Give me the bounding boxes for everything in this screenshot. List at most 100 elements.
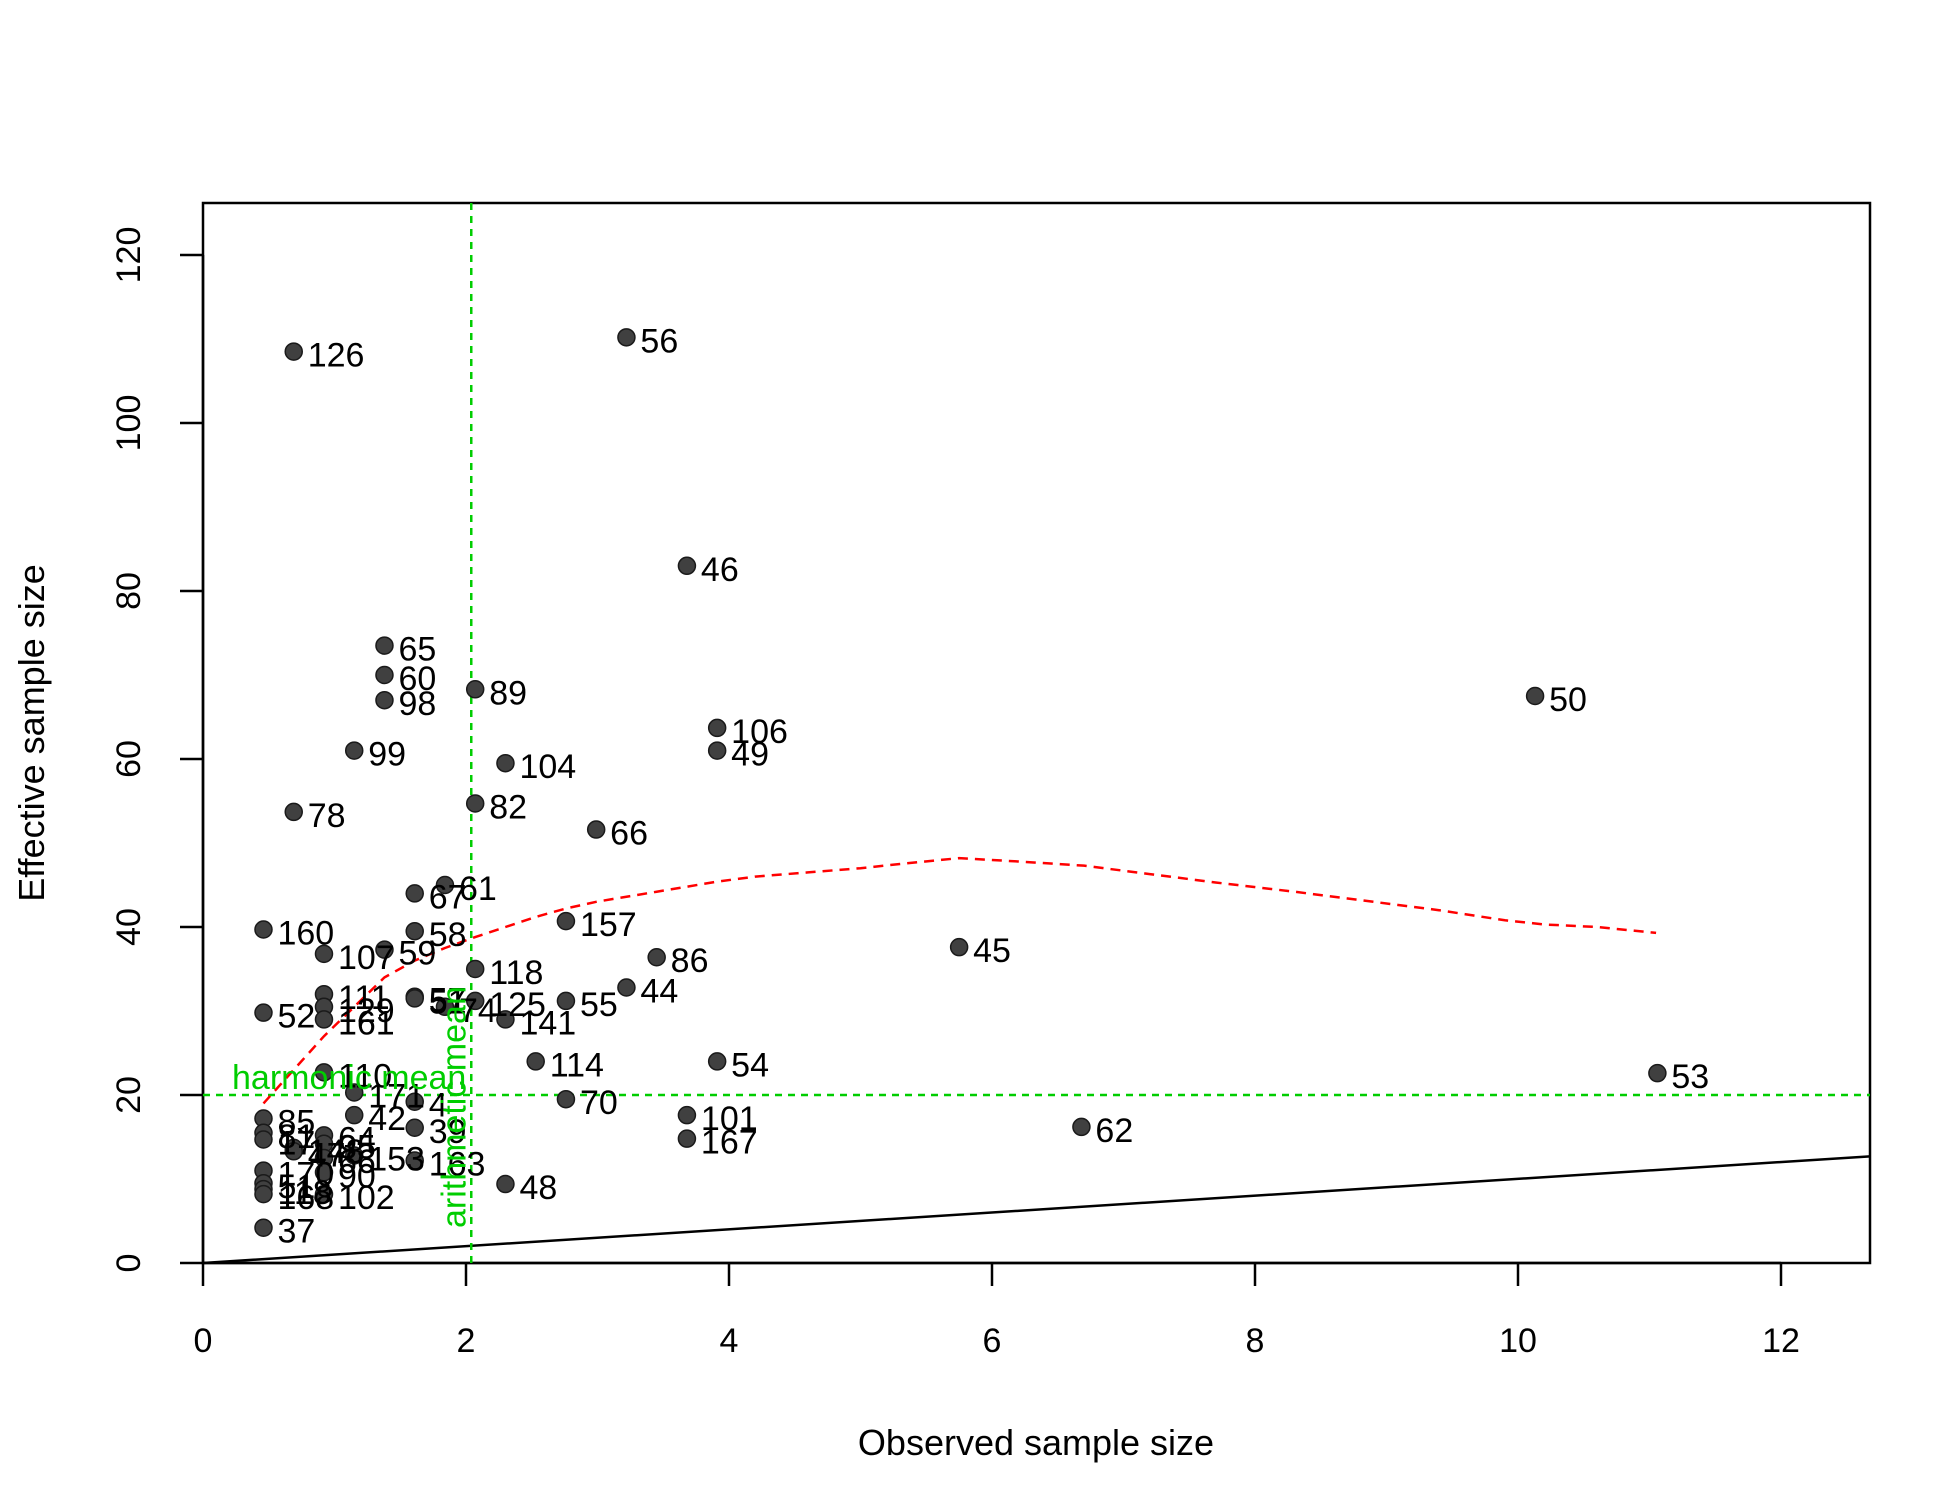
point-label: 102 <box>338 1179 395 1217</box>
point-label: 125 <box>489 986 546 1024</box>
data-point <box>496 1174 515 1194</box>
data-point <box>284 342 303 361</box>
point-label: 82 <box>489 789 527 827</box>
y-tick-label: 20 <box>110 1076 148 1114</box>
point-label: 39 <box>429 1113 467 1151</box>
point-label: 67 <box>429 878 467 916</box>
point-label: 52 <box>277 998 315 1036</box>
point-label: 65 <box>398 631 436 669</box>
data-point <box>677 1129 697 1148</box>
point-label: 48 <box>519 1169 557 1207</box>
point-label: 56 <box>640 322 678 360</box>
point-label: 53 <box>1671 1058 1709 1096</box>
data-point <box>1072 1117 1091 1137</box>
point-label: 61 <box>459 870 497 908</box>
y-tick-label: 40 <box>110 908 148 946</box>
data-point <box>556 911 576 931</box>
data-point <box>405 921 424 941</box>
data-point <box>314 1184 334 1204</box>
data-points <box>254 328 1667 1237</box>
data-point <box>707 741 727 760</box>
data-point <box>707 718 727 738</box>
point-label: 35 <box>338 1129 376 1167</box>
data-point <box>344 741 364 760</box>
data-point <box>707 1052 727 1071</box>
data-point <box>677 556 697 576</box>
point-label: 106 <box>731 713 788 751</box>
y-tick-label: 120 <box>110 227 148 284</box>
y-tick-label: 60 <box>110 740 148 778</box>
data-point <box>405 1092 424 1111</box>
data-point <box>375 940 394 959</box>
data-point <box>284 802 303 822</box>
data-point <box>617 978 636 997</box>
y-tick-label: 80 <box>110 572 148 610</box>
point-label: 4 <box>429 1087 448 1125</box>
point-label: 47 <box>308 1136 346 1174</box>
y-tick-label: 0 <box>110 1254 148 1273</box>
x-axis-label: Observed sample size <box>858 1422 1214 1463</box>
point-label: 163 <box>429 1146 486 1184</box>
point-label: 57 <box>429 982 467 1020</box>
data-point <box>405 989 424 1008</box>
x-tick-label: 8 <box>1246 1322 1265 1360</box>
data-point <box>677 1105 697 1125</box>
point-label: 90 <box>338 1157 376 1195</box>
point-label: 171 <box>368 1077 425 1115</box>
data-point <box>647 947 666 967</box>
point-label: 160 <box>277 915 334 953</box>
point-label: 59 <box>398 935 436 973</box>
point-label: 51 <box>429 983 467 1021</box>
data-point <box>314 944 334 964</box>
point-label: 107 <box>338 939 395 977</box>
point-label: 111 <box>338 979 390 1017</box>
data-point <box>254 920 273 939</box>
x-tick-label: 6 <box>983 1322 1002 1360</box>
y-axis: 0 20 40 60 80 100 120 <box>110 227 205 1273</box>
arithmetic-mean-label: arithmetic mean <box>435 986 473 1228</box>
data-point <box>314 1063 334 1082</box>
point-label: 66 <box>610 815 648 853</box>
harmonic-mean-label: harmonic mean <box>232 1059 466 1097</box>
data-point <box>435 997 455 1017</box>
data-point <box>586 820 606 839</box>
point-label: 86 <box>671 942 709 980</box>
point-label: 89 <box>489 674 527 712</box>
point-label: 141 <box>519 1004 576 1042</box>
data-point <box>496 1010 515 1029</box>
x-axis: 0 2 4 6 8 10 12 <box>194 1261 1800 1360</box>
data-point <box>254 1218 273 1237</box>
x-tick-label: 10 <box>1499 1322 1537 1360</box>
data-point <box>405 1151 424 1170</box>
point-label: 60 <box>398 660 436 698</box>
data-point <box>526 1052 545 1071</box>
data-point <box>465 959 485 979</box>
point-label: 64 <box>338 1120 376 1158</box>
point-label: 157 <box>580 906 637 944</box>
data-point <box>465 794 485 813</box>
data-point <box>405 884 424 903</box>
data-point <box>254 1184 273 1204</box>
point-label: 49 <box>731 736 769 774</box>
point-label: 81 <box>277 1118 315 1156</box>
point-label: 74 <box>459 992 497 1030</box>
point-label: 44 <box>640 972 678 1010</box>
point-label: 153 <box>368 1140 425 1178</box>
point-label: 168 <box>277 1179 334 1217</box>
point-label: 118 <box>489 954 543 992</box>
point-label: 66 <box>338 1143 376 1181</box>
point-label: 161 <box>338 1004 395 1042</box>
x-tick-label: 2 <box>457 1322 476 1360</box>
data-point <box>949 937 969 957</box>
point-label: 98 <box>398 685 436 723</box>
point-label: 37 <box>277 1213 315 1251</box>
point-label: 45 <box>973 932 1011 970</box>
point-label: 99 <box>368 736 406 774</box>
point-label: 70 <box>580 1084 618 1122</box>
x-tick-label: 4 <box>720 1322 739 1360</box>
data-point <box>1648 1063 1667 1083</box>
point-label: 51 <box>277 1168 315 1206</box>
point-label: 46 <box>701 551 739 589</box>
